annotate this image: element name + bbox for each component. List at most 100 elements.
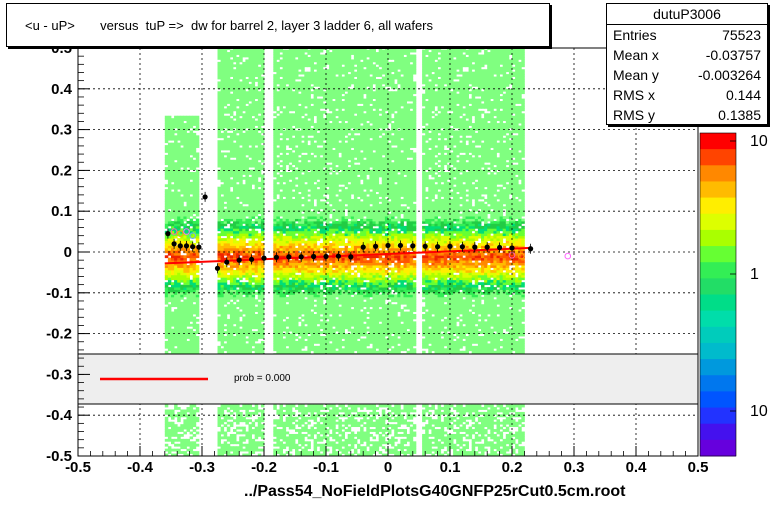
heatmap-cell	[174, 277, 178, 281]
heatmap-cell	[254, 277, 259, 281]
heatmap-cell	[189, 296, 194, 300]
heatmap-cell	[245, 252, 249, 256]
heatmap-cell	[248, 69, 252, 73]
heatmap-cell	[233, 93, 237, 97]
heatmap-cell	[245, 64, 249, 68]
heatmap-cell	[242, 240, 246, 244]
heatmap-cell	[242, 431, 246, 435]
heatmap-cell	[226, 164, 231, 168]
heatmap-cell	[304, 426, 308, 430]
heatmap-cell	[298, 223, 302, 227]
heatmap-cell	[282, 76, 287, 80]
heatmap-cell	[171, 216, 175, 219]
heatmap-cell	[310, 113, 314, 117]
heatmap-cell	[195, 255, 200, 259]
heatmap-cell	[251, 206, 256, 210]
heatmap-cell	[245, 421, 249, 425]
heatmap-cell	[223, 282, 228, 286]
heatmap-cell	[310, 47, 314, 51]
heatmap-cell	[301, 443, 305, 447]
heatmap-cell	[217, 169, 221, 173]
heatmap-cell	[233, 91, 237, 95]
heatmap-cell	[288, 274, 293, 278]
heatmap-cell	[223, 343, 228, 347]
heatmap-cell	[291, 145, 296, 148]
heatmap-cell	[285, 52, 290, 55]
heatmap-cell	[273, 294, 277, 298]
heatmap-cell	[223, 56, 228, 60]
heatmap-cell	[233, 304, 237, 308]
heatmap-cell	[177, 451, 181, 454]
heatmap-cell	[195, 230, 200, 234]
heatmap-cell	[254, 269, 259, 273]
heatmap-cell	[164, 287, 169, 290]
heatmap-cell	[298, 201, 302, 205]
heatmap-cell	[295, 260, 299, 264]
heatmap-cell	[177, 167, 181, 170]
heatmap-cell	[279, 304, 283, 308]
heatmap-cell	[304, 198, 308, 202]
heatmap-cell	[245, 150, 249, 153]
heatmap-cell	[298, 433, 302, 437]
heatmap-cell	[260, 52, 265, 55]
heatmap-cell	[251, 348, 256, 352]
heatmap-cell	[167, 411, 172, 415]
heatmap-cell	[220, 74, 225, 77]
heatmap-cell	[164, 404, 169, 408]
heatmap-cell	[316, 169, 321, 173]
heatmap-cell	[313, 218, 318, 222]
heatmap-cell	[279, 350, 283, 354]
heatmap-cell	[248, 220, 252, 224]
heatmap-cell	[316, 49, 321, 53]
heatmap-cell	[282, 424, 287, 428]
heatmap-cell	[242, 328, 246, 332]
heatmap-cell	[288, 240, 293, 244]
heatmap-cell	[298, 157, 302, 161]
heatmap-cell	[279, 86, 283, 90]
heatmap-cell	[316, 314, 321, 317]
heatmap-cell	[239, 289, 243, 293]
heatmap-cell	[291, 284, 296, 288]
heatmap-cell	[171, 118, 175, 122]
heatmap-cell	[251, 220, 256, 224]
heatmap-cell	[295, 196, 299, 200]
heatmap-cell	[310, 265, 314, 268]
heatmap-cell	[307, 318, 311, 322]
heatmap-cell	[298, 267, 302, 271]
heatmap-cell	[223, 47, 228, 51]
heatmap-cell	[226, 101, 231, 104]
heatmap-cell	[282, 338, 287, 342]
heatmap-cell	[313, 245, 318, 249]
heatmap-cell	[288, 120, 293, 124]
heatmap-cell	[285, 66, 290, 70]
heatmap-cell	[282, 235, 287, 239]
heatmap-cell	[223, 291, 228, 295]
heatmap-cell	[288, 118, 293, 122]
heatmap-cell	[226, 76, 231, 80]
heatmap-cell	[239, 411, 243, 415]
heatmap-cell	[301, 157, 305, 161]
heatmap-cell	[174, 350, 178, 354]
heatmap-cell	[288, 250, 293, 254]
heatmap-cell	[316, 113, 321, 117]
heatmap-cell	[307, 93, 311, 97]
heatmap-cell	[291, 314, 296, 317]
heatmap-cell	[276, 86, 280, 90]
heatmap-cell	[304, 49, 308, 53]
heatmap-cell	[226, 446, 231, 450]
heatmap-cell	[180, 309, 184, 312]
heatmap-cell	[254, 211, 259, 215]
heatmap-cell	[226, 267, 231, 271]
heatmap-cell	[254, 331, 259, 334]
heatmap-cell	[285, 211, 290, 215]
heatmap-cell	[282, 194, 287, 197]
heatmap-cell	[220, 220, 225, 224]
heatmap-cell	[192, 274, 197, 278]
heatmap-cell	[273, 142, 277, 146]
heatmap-cell	[254, 245, 259, 249]
heatmap-cell	[307, 289, 311, 293]
heatmap-cell	[307, 282, 311, 286]
heatmap-cell	[288, 316, 293, 320]
heatmap-cell	[273, 404, 277, 408]
heatmap-cell	[307, 284, 311, 288]
